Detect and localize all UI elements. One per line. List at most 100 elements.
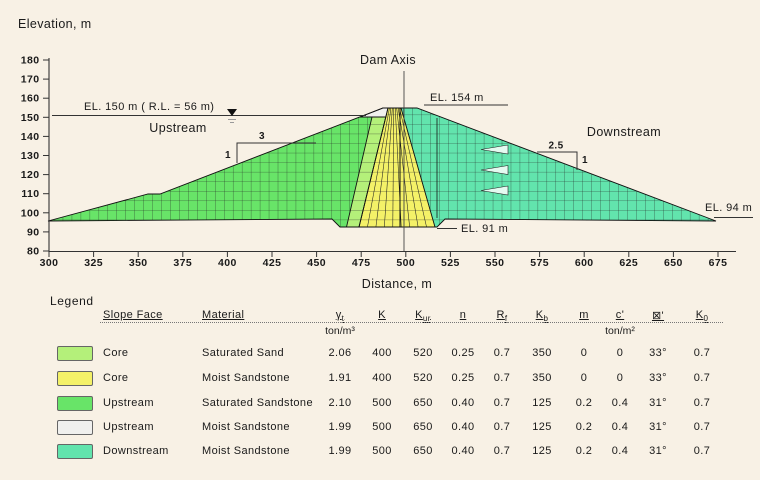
legend-row: Core Moist Sandstone 1.91 400 520 0.25 0.7 350 0…	[0, 369, 760, 387]
y-tick-label: 130	[21, 150, 40, 162]
dam-cross-section-diagram: Dam Axis EL. 150 m ( R.L. = 56 m) EL. 15…	[18, 17, 753, 291]
legend-value: 400	[372, 372, 392, 384]
x-tick-label: 350	[129, 257, 148, 269]
y-axis-title: Elevation, m	[18, 17, 92, 31]
x-tick-label: 550	[486, 257, 505, 269]
dam-axis-label: Dam Axis	[360, 53, 416, 67]
legend-swatch	[57, 396, 93, 411]
legend-row: Upstream Moist Sandstone 1.99 500 650 0.40 0.7…	[0, 418, 760, 436]
legend-value: 0.7	[693, 397, 711, 409]
water-level-icon	[227, 109, 237, 116]
legend-value: 31°	[649, 421, 667, 433]
x-tick-label: 600	[575, 257, 594, 269]
downstream-slope-rise: 1	[582, 155, 588, 166]
legend-value: 500	[372, 397, 392, 409]
legend-value: 350	[532, 372, 552, 384]
legend-value: 500	[372, 421, 392, 433]
legend-value: 400	[372, 347, 392, 359]
legend-slope-face: Upstream	[103, 397, 154, 409]
x-tick-label: 325	[84, 257, 103, 269]
x-tick-label: 300	[40, 257, 59, 269]
legend-header-rule	[100, 322, 723, 323]
legend-header-kur: Kur	[415, 309, 431, 324]
upstream-slope-run: 3	[259, 131, 265, 142]
y-tick-label: 90	[27, 226, 39, 238]
legend-slope-face: Downstream	[103, 445, 169, 457]
upstream-moist-sliver-zone	[360, 108, 388, 117]
legend-value: 0.7	[693, 347, 711, 359]
x-tick-label: 375	[173, 257, 192, 269]
legend-value: 33°	[649, 347, 667, 359]
y-tick-label: 80	[27, 246, 39, 258]
x-tick-label: 575	[530, 257, 549, 269]
legend-value: 0.7	[693, 421, 711, 433]
legend-value: 0.4	[611, 421, 629, 433]
legend-value: 650	[413, 445, 433, 457]
c-unit-label: ton/m²	[605, 325, 635, 337]
y-tick-label: 170	[21, 74, 40, 86]
legend-row: Upstream Saturated Sandstone 2.10 500 650 0.4…	[0, 394, 760, 412]
horizontal-drain-chevrons	[480, 144, 509, 196]
legend-value: 31°	[649, 445, 667, 457]
legend-value: 0.2	[575, 421, 593, 433]
legend-value: 0.25	[451, 347, 475, 359]
legend-value: 520	[413, 372, 433, 384]
legend-swatch	[57, 444, 93, 459]
legend-header-k0: K0	[695, 309, 709, 324]
legend-value: 2.10	[328, 397, 352, 409]
legend-section: Legend Slope Face Material γt K Kur n Rf…	[0, 292, 760, 480]
crest-el-label: EL. 154 m	[430, 92, 484, 104]
legend-slope-face: Core	[103, 372, 129, 384]
x-tick-label: 525	[441, 257, 460, 269]
x-tick-label: 500	[396, 257, 415, 269]
legend-swatch	[57, 420, 93, 435]
legend-material: Moist Sandstone	[202, 445, 290, 457]
y-tick-label: 120	[21, 169, 40, 181]
legend-row: Downstream Moist Sandstone 1.99 500 650 0.40 0…	[0, 442, 760, 460]
legend-value: 0.2	[575, 397, 593, 409]
legend-material: Moist Sandstone	[202, 421, 290, 433]
legend-value: 0.7	[693, 445, 711, 457]
legend-value: 500	[372, 445, 392, 457]
legend-value: 125	[532, 397, 552, 409]
y-tick-label: 100	[21, 207, 40, 219]
legend-header-k: K	[378, 309, 386, 321]
legend-value: 0.7	[493, 347, 511, 359]
toe-el-label: EL. 94 m	[705, 202, 752, 214]
legend-value: 0.40	[451, 445, 475, 457]
y-axis-ticks: 180 170 160 150 140 130 120 110 100 90 80	[21, 55, 49, 258]
legend-header-phi: ⊠'	[651, 310, 665, 322]
legend-value: 520	[413, 347, 433, 359]
legend-value: 0.2	[575, 445, 593, 457]
upstream-label: Upstream	[149, 121, 206, 135]
x-tick-label: 475	[352, 257, 371, 269]
legend-value: 0	[616, 347, 624, 359]
water-level-hatch	[228, 119, 236, 123]
legend-value: 125	[532, 445, 552, 457]
legend-header-kb: Kb	[535, 309, 549, 324]
legend-value: 33°	[649, 372, 667, 384]
zone-outlines	[47, 107, 717, 228]
legend-material: Saturated Sand	[202, 347, 285, 359]
legend-value: 0.7	[493, 372, 511, 384]
upstream-slope-bracket	[236, 142, 316, 163]
y-tick-label: 140	[21, 131, 40, 143]
legend-header-slope-face: Slope Face	[103, 309, 163, 321]
legend-header-material: Material	[202, 309, 245, 321]
water-el-label: EL. 150 m ( R.L. = 56 m)	[84, 101, 214, 113]
legend-material: Moist Sandstone	[202, 372, 290, 384]
x-tick-label: 450	[307, 257, 326, 269]
legend-row: Core Saturated Sand 2.06 400 520 0.25 0.7 350 0 0…	[0, 344, 760, 362]
legend-slope-face: Core	[103, 347, 129, 359]
y-tick-label: 150	[21, 112, 40, 124]
legend-value: 0.7	[693, 372, 711, 384]
legend-swatch	[57, 346, 93, 361]
x-tick-label: 675	[709, 257, 728, 269]
legend-value: 0.4	[611, 397, 629, 409]
y-tick-label: 160	[21, 93, 40, 105]
legend-value: 0.7	[493, 421, 511, 433]
x-axis-ticks: 300 325 350 375 400 425 450 475 500 525 550 575 600 6…	[40, 251, 728, 269]
downstream-slope-run: 2.5	[548, 141, 563, 152]
legend-value: 0	[616, 372, 624, 384]
x-tick-label: 625	[619, 257, 638, 269]
